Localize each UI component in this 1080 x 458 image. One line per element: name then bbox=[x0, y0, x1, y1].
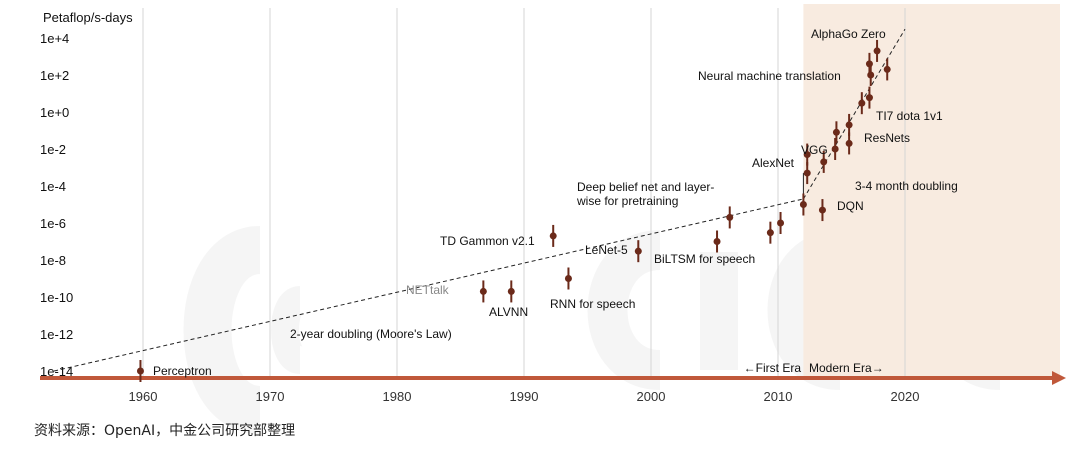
point-marker bbox=[713, 238, 721, 245]
annotation-nettalk: NETtalk bbox=[406, 283, 450, 297]
data-point bbox=[136, 360, 144, 382]
point-marker bbox=[845, 121, 853, 129]
y-axis-label: Petaflop/s-days bbox=[43, 10, 133, 25]
annotation-deep-belief-net-2: wise for pretraining bbox=[576, 194, 678, 208]
data-point bbox=[865, 52, 873, 75]
y-tick-label: 1e-10 bbox=[40, 290, 73, 305]
annotation-neural-machine-translation: Neural machine translation bbox=[698, 69, 841, 83]
data-point bbox=[634, 240, 642, 263]
point-marker bbox=[858, 99, 866, 107]
data-point bbox=[845, 113, 853, 136]
trend-label-moores-law: 2-year doubling (Moore's Law) bbox=[290, 327, 452, 341]
point-marker bbox=[865, 94, 873, 102]
data-point bbox=[845, 132, 853, 155]
annotation-alexnet: AlexNet bbox=[752, 156, 795, 170]
point-marker bbox=[845, 139, 853, 147]
point-marker bbox=[883, 65, 891, 73]
data-point bbox=[799, 193, 807, 216]
point-marker bbox=[564, 275, 572, 282]
point-marker bbox=[634, 247, 642, 255]
point-marker bbox=[136, 367, 144, 375]
annotation-vgg: VGG bbox=[801, 143, 828, 157]
data-point bbox=[507, 280, 515, 303]
annotation-biltsm-for-speech: BiLTSM for speech bbox=[654, 252, 755, 266]
data-point bbox=[803, 162, 811, 185]
y-tick-label: 1e+0 bbox=[40, 105, 69, 120]
x-tick-label: 2020 bbox=[891, 389, 920, 404]
y-tick-label: 1e-12 bbox=[40, 327, 73, 342]
data-point bbox=[818, 199, 826, 222]
x-tick-label: 2000 bbox=[637, 389, 666, 404]
annotation-ti7-dota-1v1: TI7 dota 1v1 bbox=[876, 109, 943, 123]
y-tick-label: 1e-14 bbox=[40, 364, 73, 379]
data-point bbox=[832, 121, 840, 144]
point-marker bbox=[867, 71, 875, 79]
era-label-first: ←First Era bbox=[744, 361, 802, 375]
data-point bbox=[479, 280, 487, 303]
y-tick-label: 1e+2 bbox=[40, 68, 69, 83]
point-marker bbox=[726, 213, 734, 221]
x-axis-arrowhead bbox=[1052, 371, 1066, 385]
point-marker bbox=[820, 158, 828, 166]
point-marker bbox=[818, 206, 826, 214]
point-marker bbox=[549, 232, 557, 240]
annotation-perceptron: Perceptron bbox=[153, 364, 212, 378]
annotation-dqn: DQN bbox=[837, 199, 864, 213]
era-label-modern: Modern Era→ bbox=[809, 361, 884, 375]
annotation-resnets: ResNets bbox=[864, 131, 910, 145]
point-marker bbox=[803, 169, 811, 177]
data-point bbox=[858, 92, 866, 115]
x-tick-label: 1980 bbox=[383, 389, 412, 404]
data-point bbox=[564, 267, 572, 290]
y-tick-label: 1e+4 bbox=[40, 31, 69, 46]
modern-era-shade bbox=[803, 4, 1060, 378]
data-point bbox=[820, 150, 828, 173]
annotation-alphago-zero: AlphaGo Zero bbox=[811, 27, 886, 41]
data-point bbox=[726, 206, 734, 229]
data-point bbox=[803, 143, 811, 166]
x-tick-label: 2010 bbox=[764, 389, 793, 404]
data-point bbox=[883, 58, 891, 81]
y-tick-label: 1e-8 bbox=[40, 253, 66, 268]
y-tick-label: 1e-2 bbox=[40, 142, 66, 157]
data-point bbox=[831, 138, 839, 160]
x-tick-label: 1990 bbox=[510, 389, 539, 404]
y-tick-label: 1e-4 bbox=[40, 179, 66, 194]
data-point bbox=[777, 212, 785, 234]
point-marker bbox=[832, 128, 840, 136]
source-note: 资料来源：OpenAI，中金公司研究部整理 bbox=[34, 423, 296, 439]
trend-line-0 bbox=[53, 198, 804, 372]
point-marker bbox=[479, 287, 487, 295]
x-tick-label: 1970 bbox=[256, 389, 285, 404]
annotation-rnn-for-speech: RNN for speech bbox=[550, 297, 635, 311]
point-marker bbox=[507, 287, 515, 295]
annotation-deep-belief-net-1: Deep belief net and layer- bbox=[577, 180, 714, 194]
point-marker bbox=[831, 145, 839, 153]
point-marker bbox=[799, 201, 807, 208]
data-point bbox=[549, 224, 557, 247]
data-point bbox=[766, 221, 774, 244]
point-marker bbox=[777, 219, 785, 227]
point-marker bbox=[766, 229, 774, 237]
x-tick-label: 1960 bbox=[129, 389, 158, 404]
trend-line-1 bbox=[802, 28, 906, 200]
annotation-alvnn: ALVNN bbox=[489, 305, 528, 319]
data-point bbox=[865, 86, 873, 109]
annotation-lenet-5: LeNet-5 bbox=[585, 243, 628, 257]
trend-label-3-4-month: 3-4 month doubling bbox=[855, 179, 958, 193]
annotation-td-gammon-v2-1: TD Gammon v2.1 bbox=[440, 234, 535, 248]
point-marker bbox=[803, 151, 811, 159]
point-marker bbox=[873, 47, 881, 55]
y-tick-label: 1e-6 bbox=[40, 216, 66, 231]
data-point bbox=[713, 230, 721, 253]
data-point bbox=[873, 39, 881, 62]
point-marker bbox=[865, 60, 873, 68]
